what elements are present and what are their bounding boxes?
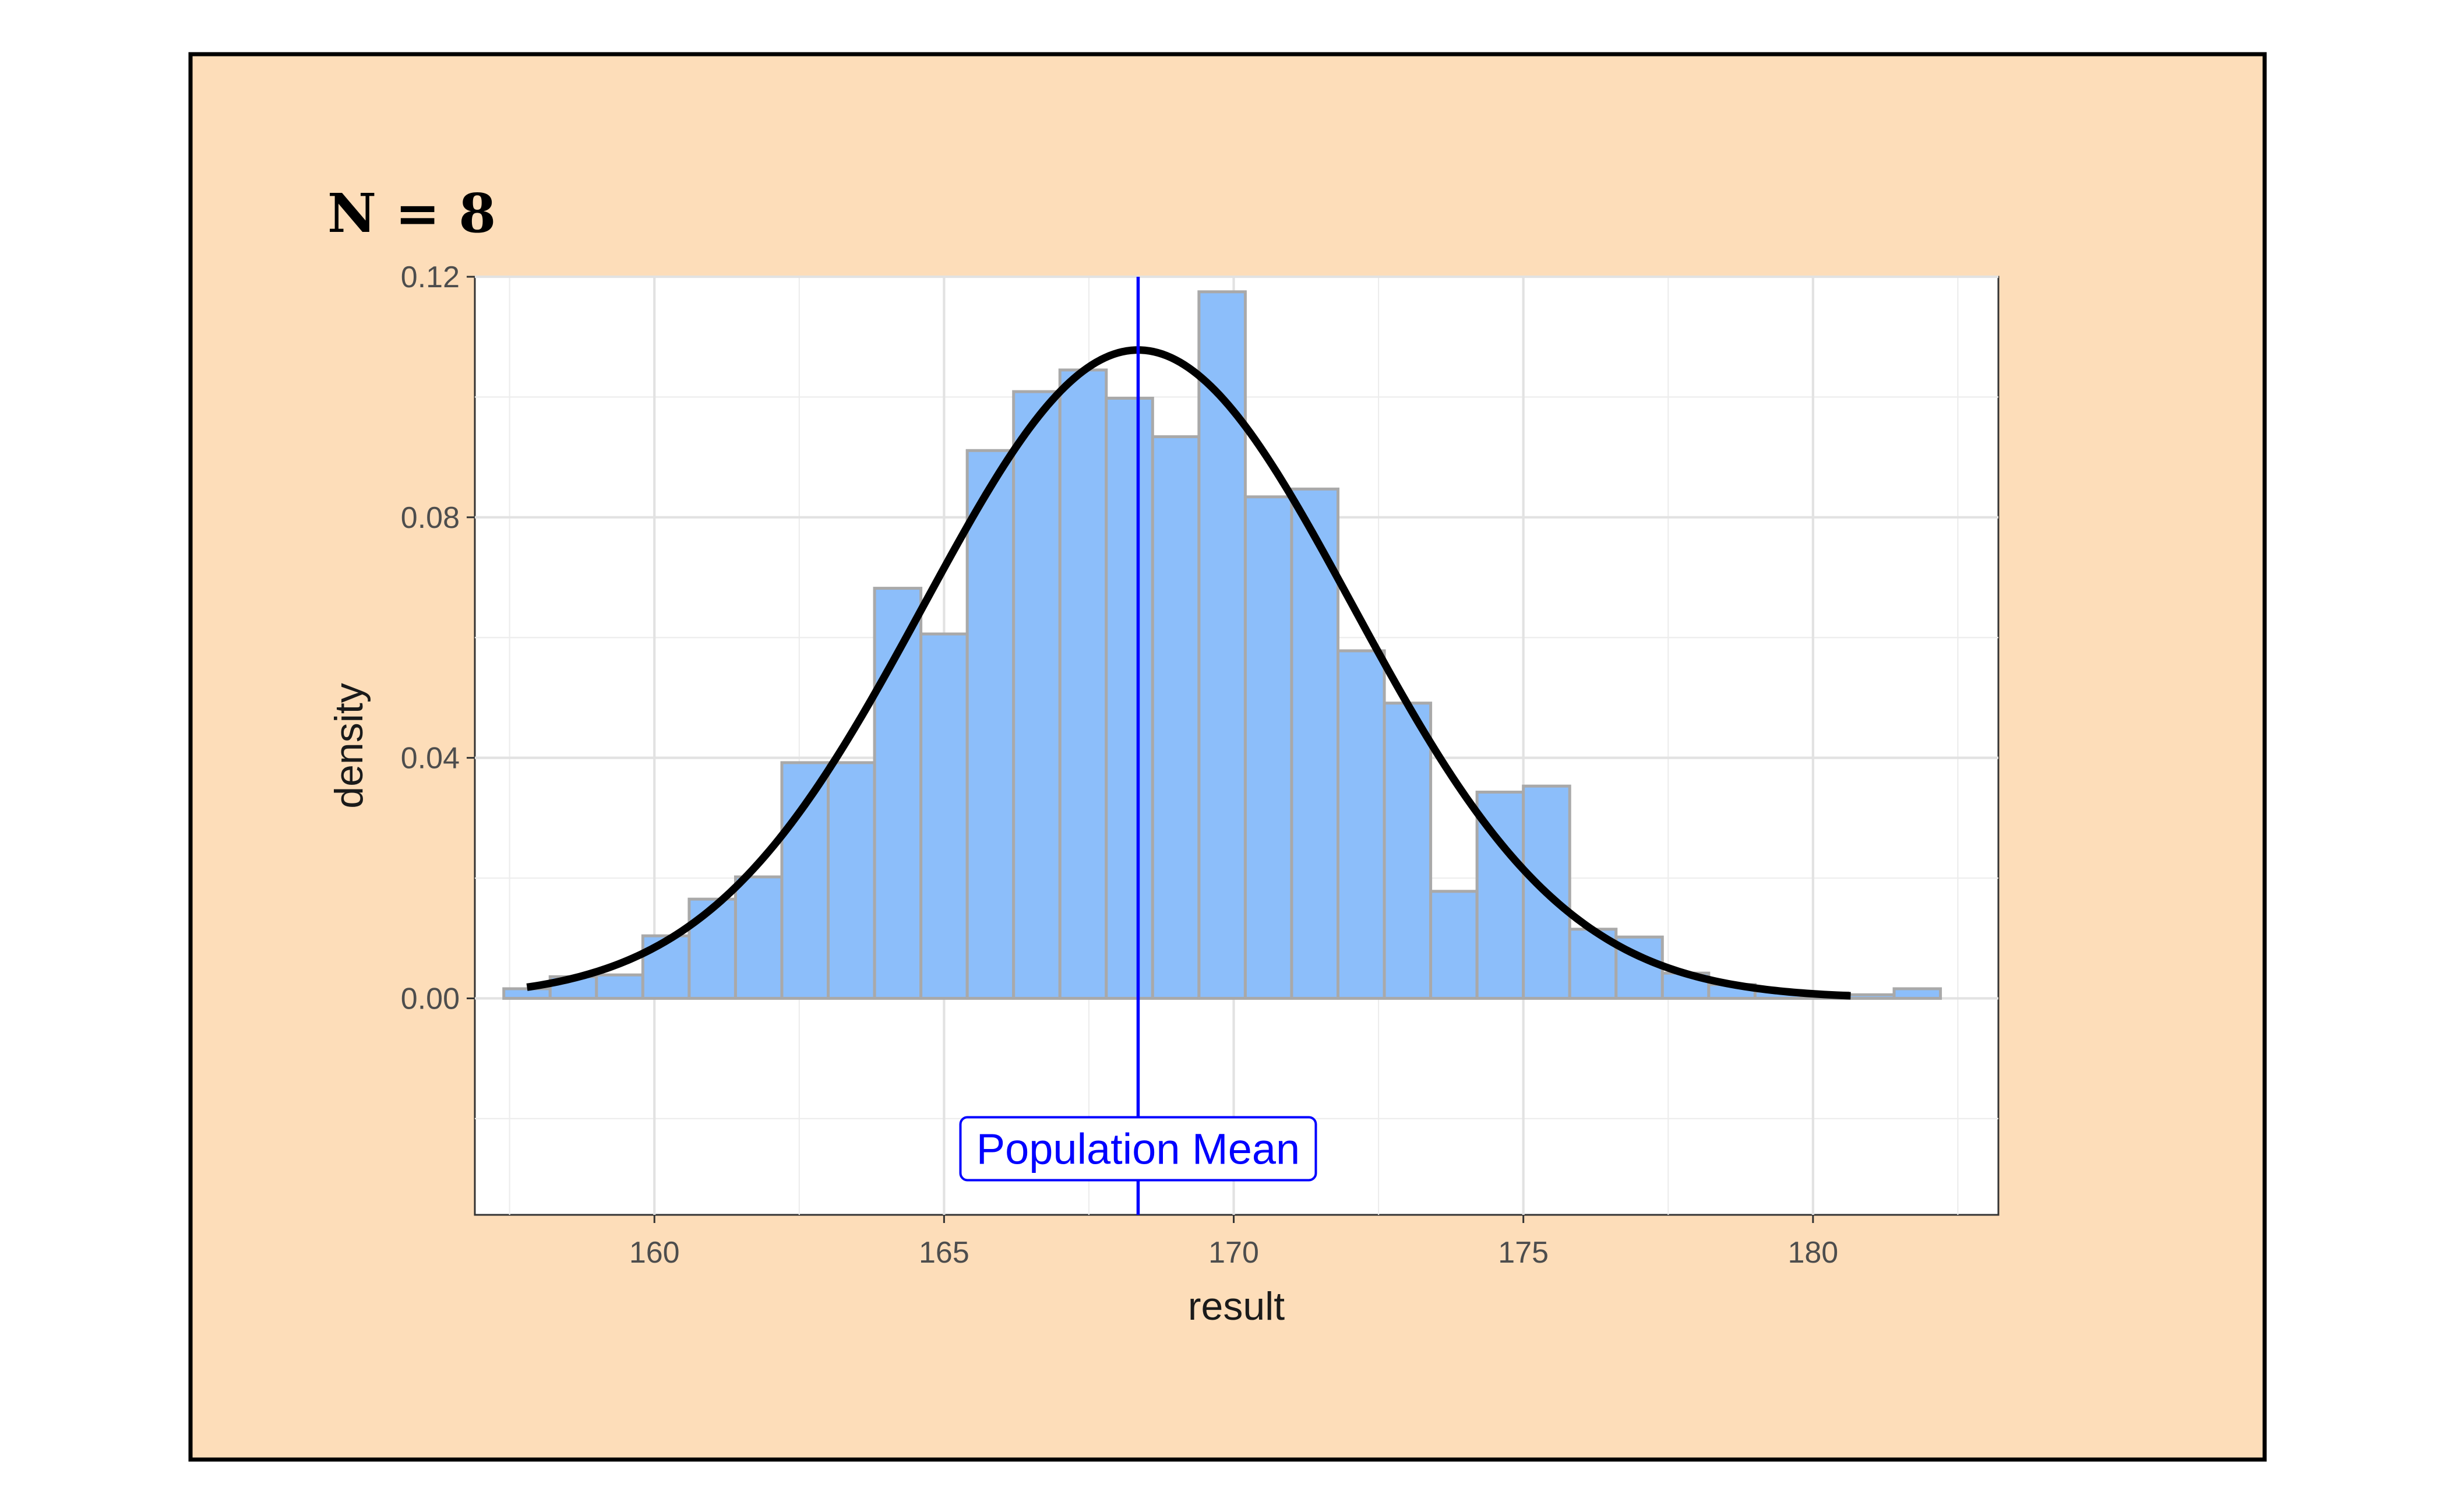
histogram-bar xyxy=(687,897,737,1000)
histogram-bar xyxy=(1151,435,1201,1000)
x-tick-label: 160 xyxy=(629,1236,680,1270)
histogram-bar xyxy=(1290,487,1340,1000)
histogram-bar xyxy=(965,449,1016,1000)
histogram-bar xyxy=(1337,649,1386,1000)
histogram-bar xyxy=(827,761,876,1000)
histogram-bar xyxy=(1892,987,1942,1000)
x-tick-label: 175 xyxy=(1498,1236,1549,1270)
population-mean-label: Population Mean xyxy=(976,1125,1300,1173)
x-axis-title: result xyxy=(1188,1284,1285,1328)
histogram-bar xyxy=(502,987,552,1000)
y-axis-title: density xyxy=(327,683,371,808)
y-tick-label: 0.00 xyxy=(401,982,460,1016)
x-tick-label: 165 xyxy=(919,1236,969,1270)
y-tick-label: 0.12 xyxy=(401,260,460,294)
histogram-bar xyxy=(1058,368,1108,1000)
histogram-bar xyxy=(595,973,644,1000)
x-tick-label: 180 xyxy=(1787,1236,1838,1270)
histogram-bar xyxy=(1429,890,1479,1000)
histogram-bar xyxy=(873,587,923,1000)
histogram-bar xyxy=(1012,390,1062,1000)
x-tick-label: 170 xyxy=(1208,1236,1259,1270)
density-curve xyxy=(526,346,1851,1000)
chart-title: N = 8 xyxy=(327,182,496,245)
y-tick-label: 0.04 xyxy=(401,742,460,776)
histogram-bar xyxy=(1383,702,1433,1000)
y-tick-label: 0.08 xyxy=(401,501,460,535)
histogram-bar xyxy=(1846,993,1896,1000)
histogram-bar xyxy=(919,632,969,1000)
axes: 160 165 170 175 180 0.00 0.04 0.08 0.12 xyxy=(401,260,1838,1270)
histogram-bar xyxy=(734,875,784,1000)
density-curve-group xyxy=(526,346,1851,1000)
histogram-bar xyxy=(1105,396,1154,1000)
population-mean-group: Population Mean xyxy=(959,277,1317,1215)
histogram-bar xyxy=(1243,495,1293,1000)
population-mean-label-box xyxy=(959,1116,1317,1182)
